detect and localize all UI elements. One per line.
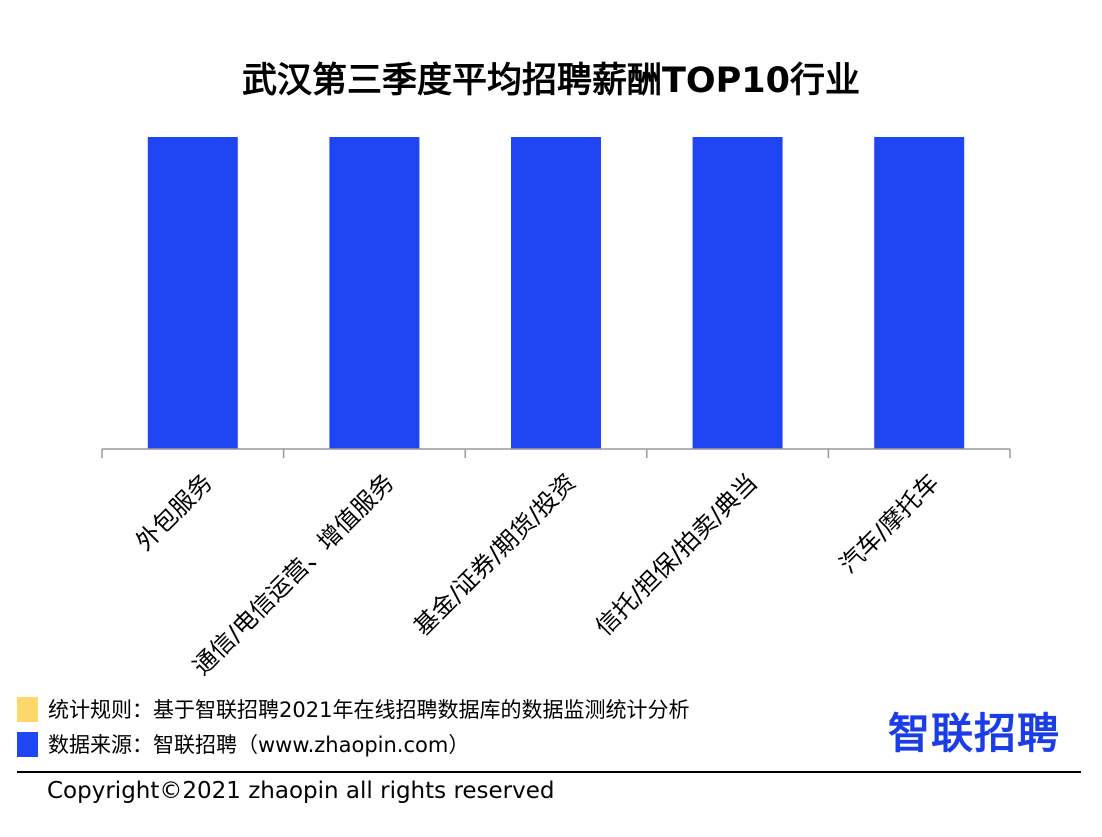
zhaopin-logo: 智联招聘 [888, 709, 1061, 758]
x-tick-label-3: 信托/担保/拍卖/典当 [590, 468, 763, 641]
x-tick-label-4: 汽车/摩托车 [834, 468, 944, 578]
copyright-text: Copyright©2021 zhaopin all rights reserv… [47, 778, 555, 804]
chart-title: 武汉第三季度平均招聘薪酬TOP10行业 [242, 61, 860, 101]
bar-2 [511, 137, 601, 449]
x-tick-label-1: 通信/电信运营、增值服务 [187, 468, 399, 680]
data-source-text: 数据来源：智联招聘（www.zhaopin.com） [48, 733, 470, 757]
statistics-rule-text: 统计规则：基于智联招聘2021年在线招聘数据库的数据监测统计分析 [48, 698, 690, 722]
source-legend-swatch [17, 731, 38, 757]
bar-0 [147, 137, 238, 449]
statistics-rule: 统计规则：基于智联招聘2021年在线招聘数据库的数据监测统计分析 [17, 694, 689, 724]
bar-1 [329, 137, 420, 449]
x-tick-label-0: 外包服务 [130, 468, 218, 556]
bar-3 [692, 137, 783, 449]
rule-legend-swatch [17, 696, 38, 722]
bar-4 [874, 137, 965, 449]
x-tick-label-2: 基金/证券/期货/投资 [408, 468, 581, 641]
footer-divider [17, 771, 1081, 773]
data-source: 数据来源：智联招聘（www.zhaopin.com） [17, 729, 469, 759]
